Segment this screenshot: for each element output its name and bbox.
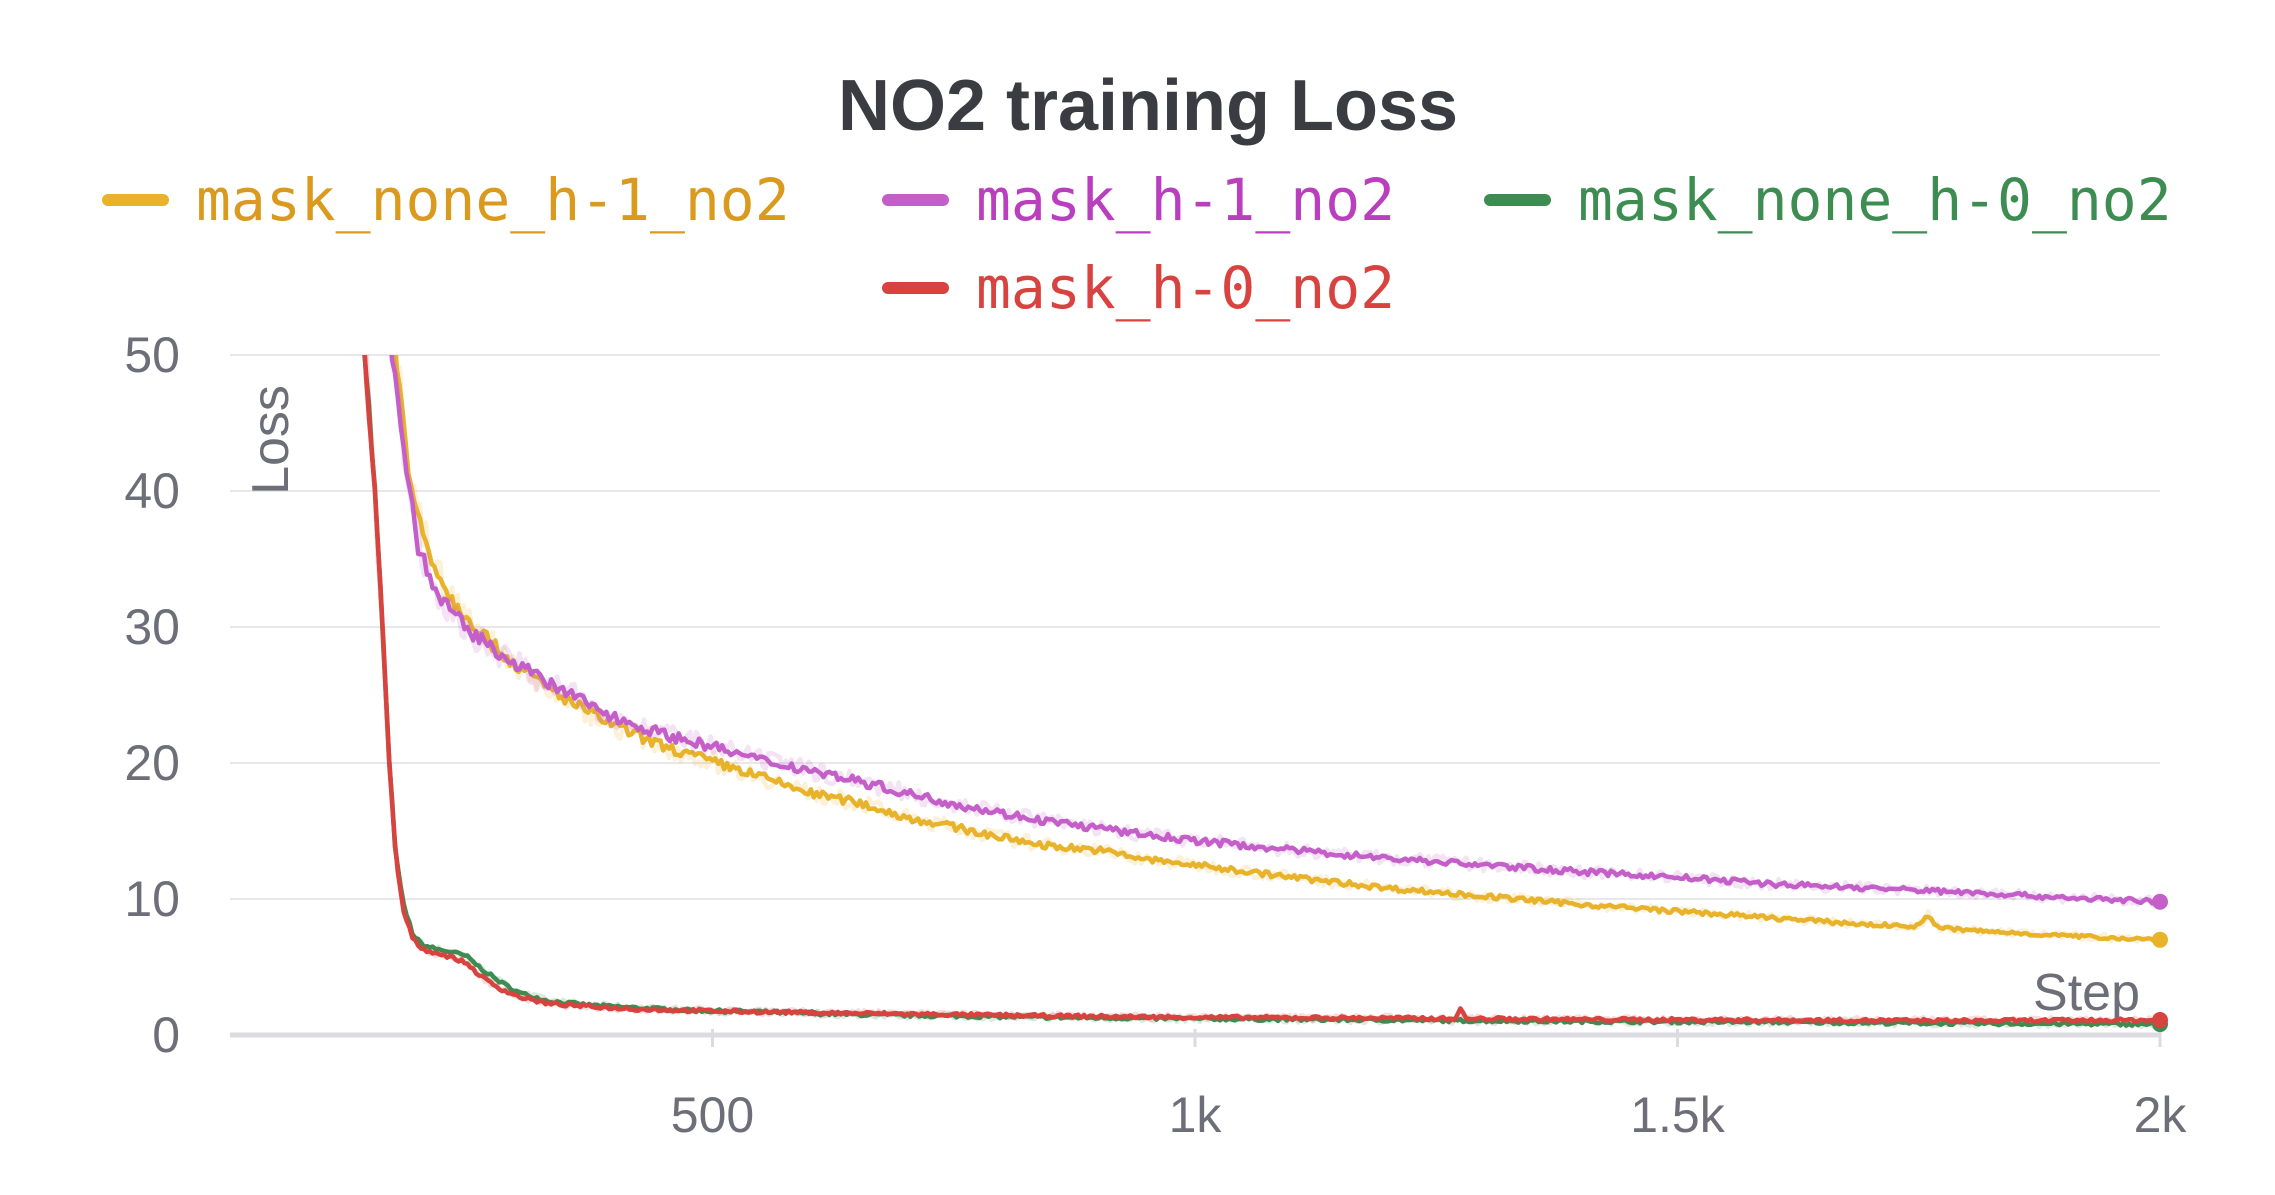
x-axis-ticks: 500 1k 1.5k 2k <box>671 1029 2188 1143</box>
legend-label: mask_none_h-1_no2 <box>196 166 790 234</box>
series-halo <box>362 355 2161 1030</box>
y-tick-label: 30 <box>124 599 180 655</box>
y-tick-label: 0 <box>152 1007 180 1063</box>
series-endpoint[interactable] <box>2152 893 2168 910</box>
series-halo <box>391 355 2161 908</box>
y-axis-label: Loss <box>242 385 300 495</box>
series-line[interactable] <box>362 324 2161 1025</box>
y-axis-ticks: 0 10 20 30 40 50 <box>124 327 180 1063</box>
series-group <box>362 324 2163 1030</box>
x-tick-label: 2k <box>2134 1087 2188 1143</box>
x-tick-label: 1.5k <box>1630 1087 1726 1143</box>
chart-title: NO2 training Loss <box>838 66 1458 146</box>
y-tick-label: 40 <box>124 463 180 519</box>
grid <box>230 354 2160 900</box>
x-tick-label: 500 <box>671 1087 754 1143</box>
series-halo <box>364 355 2161 1026</box>
series-endpoint[interactable] <box>2152 1012 2168 1029</box>
y-tick-label: 10 <box>124 871 180 927</box>
legend-label: mask_none_h-0_no2 <box>1578 166 2172 234</box>
series-endpoint[interactable] <box>2152 931 2168 948</box>
y-tick-label: 50 <box>124 327 180 383</box>
series-line[interactable] <box>393 327 2163 944</box>
legend-label: mask_h-0_no2 <box>976 254 1395 322</box>
legend: mask_none_h-1_no2 mask_h-1_no2 mask_none_h… <box>102 166 2172 322</box>
x-tick-label: 1k <box>1169 1087 1223 1143</box>
y-tick-label: 20 <box>124 735 180 791</box>
x-axis-label: Step <box>2033 964 2140 1022</box>
series-line[interactable] <box>389 326 2161 906</box>
series-endpoints <box>2152 893 2168 1033</box>
legend-label: mask_h-1_no2 <box>976 166 1395 234</box>
